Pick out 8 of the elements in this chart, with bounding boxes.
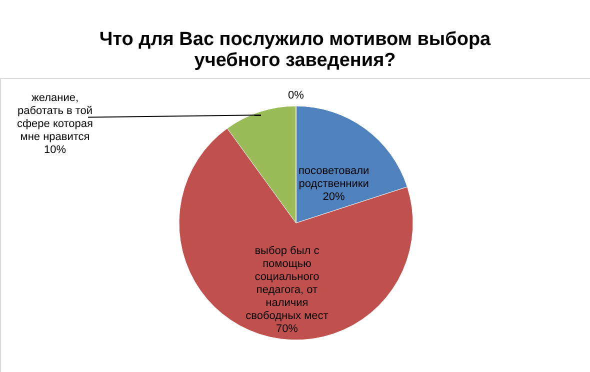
data-label: 70% [276, 322, 298, 335]
data-label: 20% [322, 190, 346, 203]
chart-title: Что для Вас послужило мотивом выбора учебного заведения? [99, 29, 492, 71]
slice-label: выбор был с помощью социального педагога, от наличия свободных мест [246, 244, 328, 322]
slice-label: посоветовали родственники [298, 164, 370, 190]
data-label: 10% [44, 144, 66, 156]
slice-label: желание, работать в той сфере которая мне нравится [17, 92, 94, 143]
text: 0% [288, 89, 304, 102]
